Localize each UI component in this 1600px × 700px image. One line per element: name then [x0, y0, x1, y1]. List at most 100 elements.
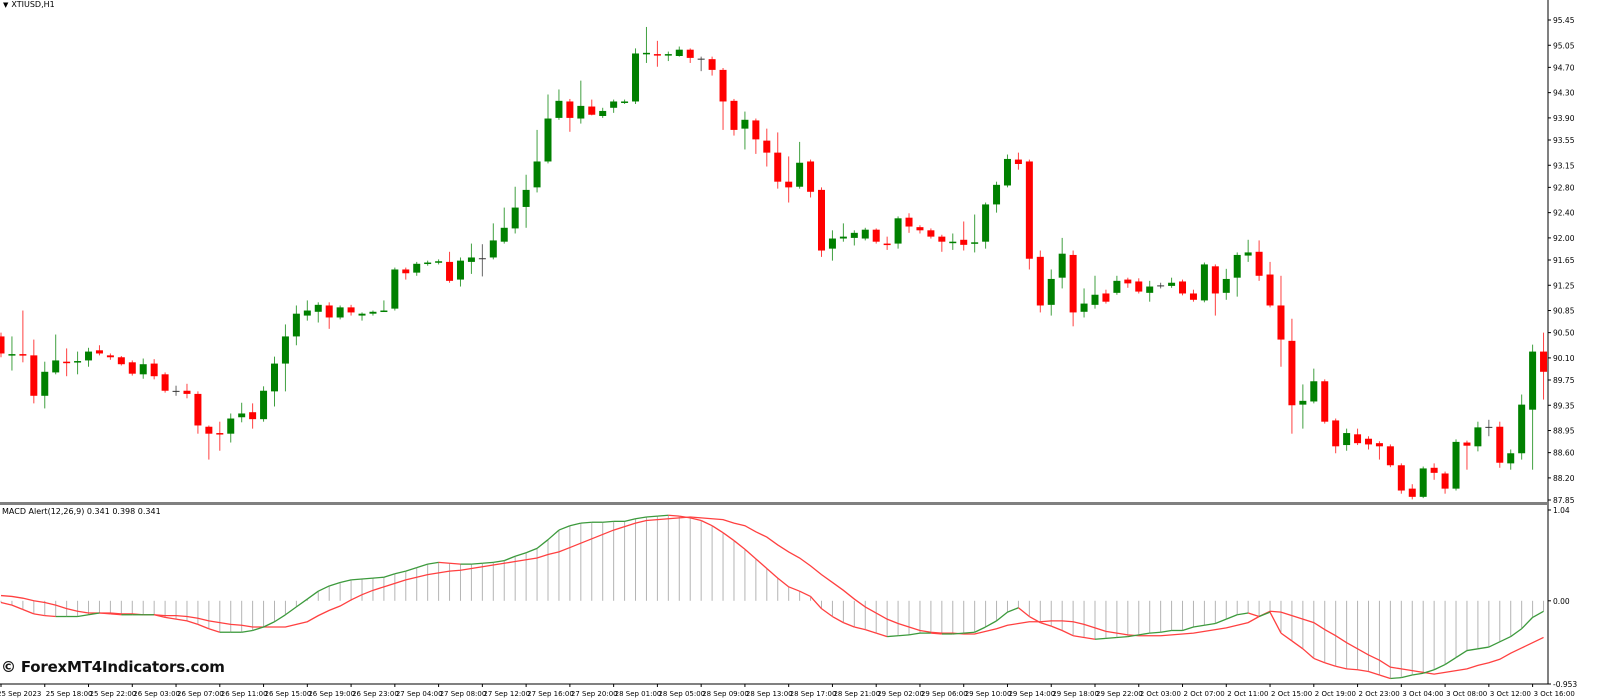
- macd-line-segment: [733, 540, 746, 550]
- candle: [1430, 463, 1438, 480]
- candle: [95, 345, 103, 356]
- candle: [1244, 239, 1252, 262]
- candle: [719, 68, 727, 130]
- candle-body: [774, 152, 782, 182]
- macd-axis-label: 1.04: [1553, 506, 1570, 515]
- candle-body: [238, 413, 246, 418]
- candle-body: [183, 390, 191, 394]
- candle-body: [139, 364, 147, 375]
- candle-body: [1441, 473, 1449, 489]
- candle-body: [106, 355, 114, 358]
- candle-body: [435, 261, 443, 263]
- macd-line-segment: [744, 548, 757, 560]
- time-label: 29 Sep 06:00: [921, 690, 968, 698]
- macd-line-segment: [1018, 607, 1030, 618]
- candle: [500, 207, 508, 244]
- candle-body: [1255, 251, 1263, 276]
- candle: [19, 310, 27, 363]
- candle-body: [95, 350, 103, 354]
- macd-line-segment: [854, 626, 866, 631]
- macd-line-segment: [876, 632, 888, 638]
- candle: [730, 98, 738, 136]
- candle-body: [610, 101, 618, 108]
- candle: [807, 159, 815, 198]
- macd-line-segment: [1160, 629, 1172, 633]
- time-label: 2 Oct 19:00: [1315, 690, 1356, 698]
- candle: [260, 386, 268, 422]
- candle-body: [85, 351, 93, 361]
- macd-line-segment: [908, 632, 921, 636]
- candle: [314, 302, 322, 323]
- candle-body: [982, 204, 990, 242]
- price-label: 94.70: [1553, 63, 1575, 72]
- macd-line-segment: [766, 568, 779, 579]
- macd-line-segment: [777, 577, 790, 588]
- price-label: 88.95: [1553, 427, 1575, 436]
- candle: [1135, 278, 1143, 294]
- macd-line-segment: [471, 562, 483, 565]
- macd-line-segment: [569, 522, 581, 527]
- candle: [1233, 252, 1241, 297]
- candle: [1222, 268, 1230, 300]
- time-label: 27 Sep 08:00: [440, 690, 487, 698]
- time-label: 28 Sep 01:00: [615, 690, 662, 698]
- candle-body: [566, 101, 574, 118]
- macd-line-segment: [427, 561, 439, 565]
- candle: [30, 339, 38, 404]
- candle-body: [960, 239, 968, 245]
- macd-line-segment: [755, 558, 768, 569]
- candle: [621, 99, 629, 104]
- macd-line-segment: [996, 611, 1008, 622]
- price-label: 95.45: [1553, 16, 1575, 25]
- candle: [1419, 466, 1427, 499]
- candle: [872, 228, 880, 244]
- time-label: 2 Oct 15:00: [1271, 690, 1312, 698]
- candle-body: [1463, 442, 1471, 446]
- candle-body: [205, 426, 213, 434]
- candle-body: [1332, 420, 1340, 447]
- candle-body: [621, 101, 629, 103]
- candle-body: [1211, 266, 1219, 294]
- candle-body: [380, 310, 388, 313]
- candle: [774, 132, 782, 189]
- macd-line-segment: [164, 616, 177, 620]
- chart-title[interactable]: ▼ XTIUSD,H1: [3, 0, 55, 9]
- candle-body: [369, 311, 377, 314]
- candle: [303, 300, 311, 321]
- candle-body: [599, 110, 607, 116]
- candle: [675, 46, 683, 57]
- time-label: 3 Oct 04:00: [1402, 690, 1443, 698]
- candle: [850, 230, 858, 246]
- candle-body: [993, 184, 1001, 205]
- candle: [1211, 264, 1219, 316]
- macd-line-segment: [110, 613, 122, 616]
- candle: [1113, 275, 1121, 295]
- macd-line-segment: [624, 518, 636, 522]
- candle: [861, 227, 869, 241]
- candle-body: [1540, 351, 1548, 372]
- macd-line-segment: [285, 606, 297, 616]
- triangle-down-icon[interactable]: ▼: [3, 0, 9, 9]
- macd-line-segment: [1237, 612, 1249, 616]
- candle-body: [1474, 427, 1482, 447]
- candle-body: [52, 360, 60, 373]
- candle: [883, 236, 891, 250]
- macd-line-segment: [1258, 611, 1271, 618]
- candle-body: [1529, 351, 1537, 410]
- candle: [894, 216, 902, 249]
- candle-body: [271, 363, 278, 392]
- candle-body: [522, 189, 530, 207]
- candle-body: [456, 260, 464, 280]
- macd-line-segment: [503, 555, 516, 562]
- candle: [1332, 418, 1340, 454]
- candle: [161, 372, 169, 393]
- macd-line-segment: [154, 614, 166, 619]
- candle: [610, 99, 618, 113]
- candle-body: [1036, 256, 1044, 306]
- macd-line-segment: [1335, 665, 1347, 670]
- candle-body: [1452, 441, 1460, 489]
- candle-body: [117, 357, 125, 365]
- macd-line-segment: [799, 590, 811, 598]
- macd-line-segment: [690, 517, 702, 522]
